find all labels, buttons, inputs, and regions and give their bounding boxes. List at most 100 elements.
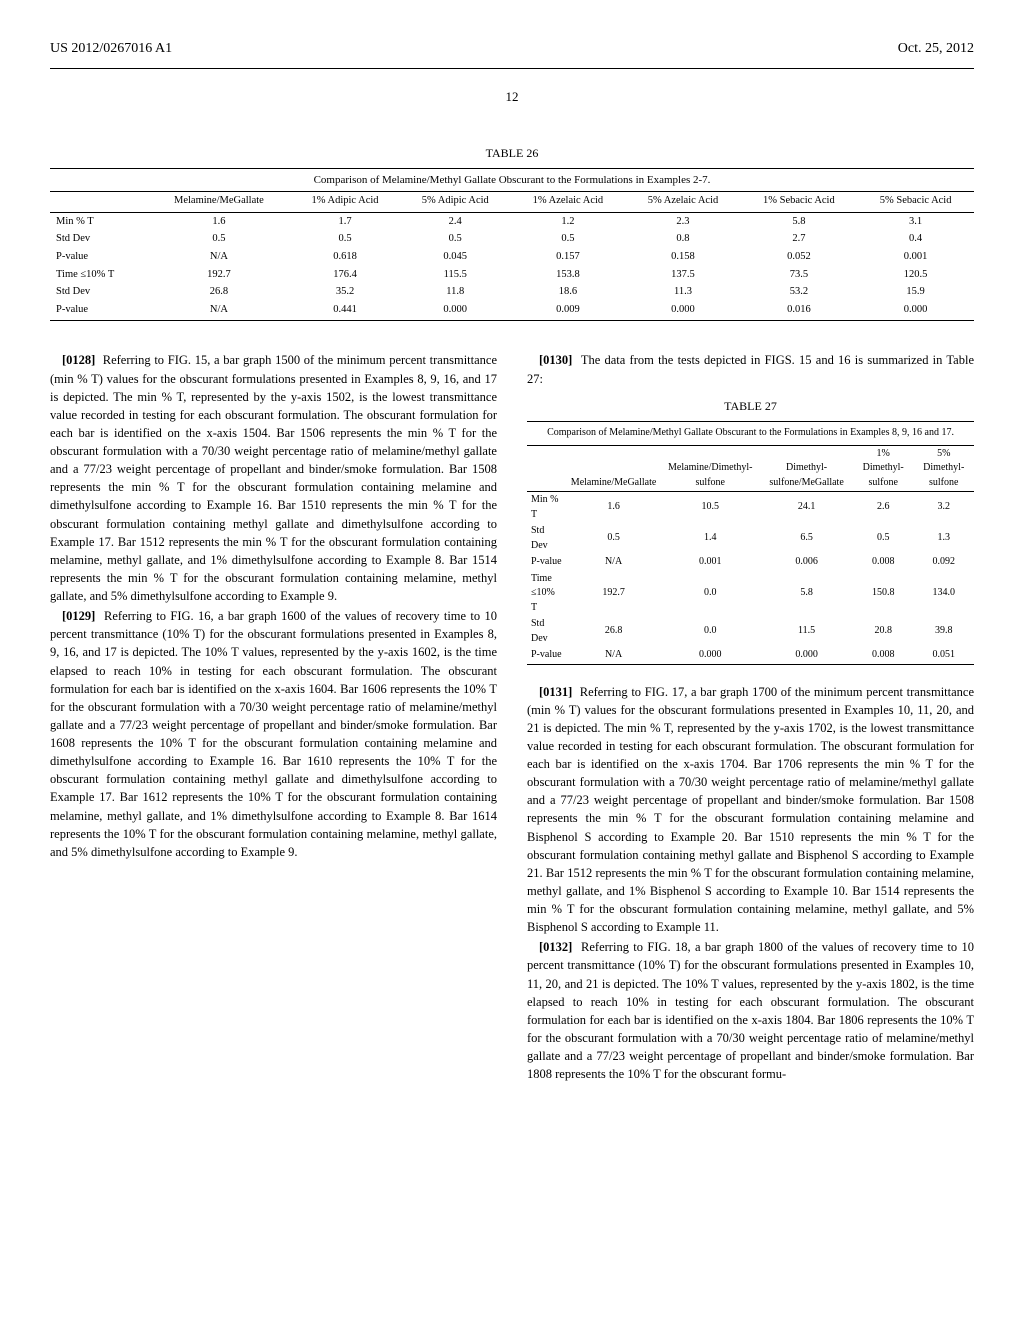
para-0130: [0130] The data from the tests depicted … (527, 351, 974, 387)
table-cell: 0.8 (625, 230, 740, 248)
table-header-cell: 5% Adipic Acid (400, 192, 510, 212)
table-header-cell: 5% Sebacic Acid (857, 192, 974, 212)
para-0132: [0132] Referring to FIG. 18, a bar graph… (527, 938, 974, 1083)
table-26-subcaption: Comparison of Melamine/Methyl Gallate Ob… (50, 168, 974, 192)
table-27-subcaption: Comparison of Melamine/Methyl Gallate Ob… (527, 421, 974, 446)
table-27-caption: TABLE 27 (527, 398, 974, 415)
table-row: Std Dev0.51.46.50.51.3 (527, 523, 974, 554)
table-cell: 35.2 (290, 283, 400, 301)
table-cell: 11.5 (760, 616, 853, 647)
table-cell: 0.016 (741, 301, 858, 321)
table-cell: 0.008 (853, 554, 914, 571)
table-row: P-valueN/A0.0010.0060.0080.092 (527, 554, 974, 571)
table-26-header-row: Melamine/MeGallate 1% Adipic Acid 5% Adi… (50, 192, 974, 212)
table-cell: 2.6 (853, 492, 914, 524)
table-cell: Min % T (50, 212, 148, 230)
table-cell: 192.7 (567, 571, 661, 617)
table-cell: 0.052 (741, 248, 858, 266)
table-cell: 0.5 (567, 523, 661, 554)
table-27-header-row: Melamine/MeGallate Melamine/Dimethyl-sul… (527, 446, 974, 492)
table-27: TABLE 27 Comparison of Melamine/Methyl G… (527, 398, 974, 665)
para-num: [0130] (539, 353, 572, 367)
table-row: Time ≤10% T192.70.05.8150.8134.0 (527, 571, 974, 617)
table-row: Std Dev0.50.50.50.50.82.70.4 (50, 230, 974, 248)
table-header-cell: Melamine/MeGallate (567, 446, 661, 492)
table-cell: 0.000 (857, 301, 974, 321)
doc-date: Oct. 25, 2012 (898, 40, 974, 58)
table-cell: 0.000 (625, 301, 740, 321)
table-header-cell: 1% Sebacic Acid (741, 192, 858, 212)
table-cell: 0.045 (400, 248, 510, 266)
para-0128: [0128] Referring to FIG. 15, a bar graph… (50, 351, 497, 605)
table-cell: 3.2 (913, 492, 974, 524)
table-cell: 0.618 (290, 248, 400, 266)
table-cell: N/A (567, 554, 661, 571)
table-cell: P-value (527, 554, 567, 571)
table-cell: 0.008 (853, 647, 914, 664)
table-row: Min % T1.610.524.12.63.2 (527, 492, 974, 524)
table-cell: 15.9 (857, 283, 974, 301)
table-header-cell: 5% Azelaic Acid (625, 192, 740, 212)
table-cell: 2.7 (741, 230, 858, 248)
table-cell: 73.5 (741, 266, 858, 284)
table-cell: 0.5 (400, 230, 510, 248)
table-row: P-valueN/A0.4410.0000.0090.0000.0160.000 (50, 301, 974, 321)
table-cell: 0.158 (625, 248, 740, 266)
table-cell: 137.5 (625, 266, 740, 284)
para-text: Referring to FIG. 17, a bar graph 1700 o… (527, 685, 974, 935)
table-cell: 0.092 (913, 554, 974, 571)
para-num: [0129] (62, 609, 95, 623)
table-cell: Std Dev (50, 230, 148, 248)
table-cell: 5.8 (760, 571, 853, 617)
table-row: Std Dev26.80.011.520.839.8 (527, 616, 974, 647)
table-cell: 0.4 (857, 230, 974, 248)
table-header-cell (527, 446, 567, 492)
table-cell: 176.4 (290, 266, 400, 284)
para-num: [0132] (539, 940, 572, 954)
table-cell: 11.3 (625, 283, 740, 301)
left-column: [0128] Referring to FIG. 15, a bar graph… (50, 351, 497, 1085)
table-header-cell (50, 192, 148, 212)
para-0131: [0131] Referring to FIG. 17, a bar graph… (527, 683, 974, 937)
para-num: [0131] (539, 685, 572, 699)
table-header-cell: Melamine/Dimethyl-sulfone (660, 446, 760, 492)
header-rule (50, 68, 974, 69)
table-cell: 0.009 (510, 301, 625, 321)
table-cell: P-value (527, 647, 567, 664)
table-cell: P-value (50, 248, 148, 266)
page-number: 12 (50, 89, 974, 106)
table-cell: 134.0 (913, 571, 974, 617)
table-cell: 0.157 (510, 248, 625, 266)
table-cell: 1.6 (567, 492, 661, 524)
table-cell: 0.0 (660, 616, 760, 647)
table-cell: 24.1 (760, 492, 853, 524)
table-row: P-valueN/A0.0000.0000.0080.051 (527, 647, 974, 664)
table-row: P-valueN/A0.6180.0450.1570.1580.0520.001 (50, 248, 974, 266)
table-cell: 2.3 (625, 212, 740, 230)
table-cell: 115.5 (400, 266, 510, 284)
page-header: US 2012/0267016 A1 Oct. 25, 2012 (50, 40, 974, 58)
table-cell: 0.441 (290, 301, 400, 321)
para-text: Referring to FIG. 18, a bar graph 1800 o… (527, 940, 974, 1081)
table-cell: P-value (50, 301, 148, 321)
table-cell: N/A (148, 301, 290, 321)
table-cell: N/A (567, 647, 661, 664)
table-header-cell: 1% Dimethyl-sulfone (853, 446, 914, 492)
table-row: Min % T1.61.72.41.22.35.83.1 (50, 212, 974, 230)
table-cell: 0.001 (857, 248, 974, 266)
table-cell: Min % T (527, 492, 567, 524)
para-num: [0128] (62, 353, 95, 367)
para-text: The data from the tests depicted in FIGS… (527, 353, 974, 385)
table-cell: 0.5 (853, 523, 914, 554)
table-cell: 0.000 (660, 647, 760, 664)
table-cell: Std Dev (527, 616, 567, 647)
table-27-grid: Melamine/MeGallate Melamine/Dimethyl-sul… (527, 446, 974, 665)
right-column: [0130] The data from the tests depicted … (527, 351, 974, 1085)
table-header-cell: 1% Azelaic Acid (510, 192, 625, 212)
table-cell: 6.5 (760, 523, 853, 554)
table-cell: 0.5 (148, 230, 290, 248)
table-cell: 1.6 (148, 212, 290, 230)
table-cell: 26.8 (148, 283, 290, 301)
table-cell: 120.5 (857, 266, 974, 284)
table-cell: Time ≤10% T (50, 266, 148, 284)
